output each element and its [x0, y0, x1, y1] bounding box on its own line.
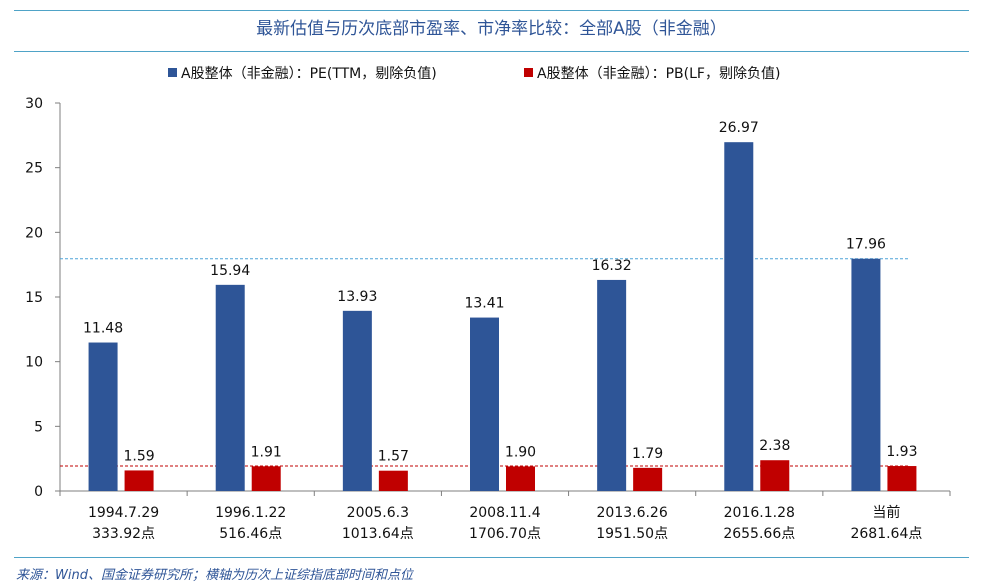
data-label-pb: 1.59	[123, 448, 154, 464]
legend-item-pe: A股整体（非金融）：PE(TTM，剔除负值)	[168, 63, 437, 83]
x-tick-label-index: 2681.64点	[850, 526, 922, 542]
legend-swatch-pe	[168, 68, 177, 77]
bar-pb	[506, 466, 535, 491]
x-tick-label-index: 333.92点	[92, 526, 155, 542]
x-tick-label-date: 2016.1.28	[724, 505, 795, 521]
data-label-pb: 1.91	[251, 444, 282, 460]
x-tick-label-index: 1706.70点	[469, 526, 541, 542]
bar-pb	[378, 470, 408, 491]
chart-title: 最新估值与历次底部市盈率、市净率比较：全部A股（非金融）	[256, 19, 727, 39]
legend: A股整体（非金融）：PE(TTM，剔除负值) A股整体（非金融）：PB(LF，剔…	[0, 60, 983, 84]
data-label-pe: 26.97	[719, 120, 759, 136]
y-tick-label: 0	[34, 484, 43, 500]
y-tick-label: 15	[25, 290, 43, 306]
source-note: 来源：Wind、国金证券研究所；横轴为历次上证综指底部时间和点位	[16, 568, 413, 583]
legend-label-pb: A股整体（非金融）：PB(LF，剔除负值)	[537, 66, 781, 82]
data-label-pe: 13.41	[464, 296, 504, 312]
bar-pb	[633, 467, 663, 491]
top-rule	[14, 10, 969, 11]
data-label-pb: 2.38	[759, 438, 790, 454]
data-label-pb: 1.90	[505, 444, 536, 460]
x-tick-label-date: 2008.11.4	[469, 505, 540, 521]
legend-swatch-pb	[524, 68, 533, 77]
bar-pb	[887, 466, 917, 491]
data-label-pe: 11.48	[83, 321, 123, 337]
bar-pe	[215, 284, 245, 491]
x-tick-label-index: 2655.66点	[723, 526, 795, 542]
bar-pe	[342, 310, 372, 491]
bar-pe	[470, 317, 499, 491]
y-tick-label: 10	[25, 355, 43, 371]
title-underline	[14, 51, 969, 52]
data-label-pe: 17.96	[846, 237, 886, 253]
bar-pb	[251, 466, 281, 491]
x-tick-label-date: 1994.7.29	[88, 505, 159, 521]
data-label-pb: 1.57	[378, 449, 409, 465]
bar-pe	[597, 279, 627, 491]
data-label-pe: 15.94	[210, 263, 250, 279]
legend-label-pe: A股整体（非金融）：PE(TTM，剔除负值)	[181, 66, 437, 82]
data-label-pe: 16.32	[592, 258, 632, 274]
data-label-pb: 1.79	[632, 446, 663, 462]
x-tick-label-date: 2005.6.3	[347, 505, 409, 521]
y-tick-label: 25	[25, 161, 43, 177]
bottom-rule	[14, 557, 969, 558]
data-label-pb: 1.93	[886, 444, 917, 460]
x-tick-label-index: 1013.64点	[342, 526, 414, 542]
x-tick-label-index: 516.46点	[219, 526, 282, 542]
x-tick-label-index: 1951.50点	[596, 526, 668, 542]
y-tick-label: 20	[25, 225, 43, 241]
x-tick-label-date: 1996.1.22	[215, 505, 286, 521]
x-tick-label-date: 2013.6.26	[597, 505, 668, 521]
bar-pe	[88, 342, 118, 491]
y-tick-label: 30	[25, 96, 43, 112]
bar-pb	[760, 460, 790, 491]
y-tick-label: 5	[34, 419, 43, 435]
bar-pb	[124, 470, 154, 491]
bar-pe	[724, 142, 754, 492]
legend-item-pb: A股整体（非金融）：PB(LF，剔除负值)	[524, 63, 780, 83]
bar-pe	[851, 258, 881, 491]
data-label-pe: 13.93	[337, 289, 377, 305]
x-tick-label-date: 当前	[872, 504, 900, 521]
